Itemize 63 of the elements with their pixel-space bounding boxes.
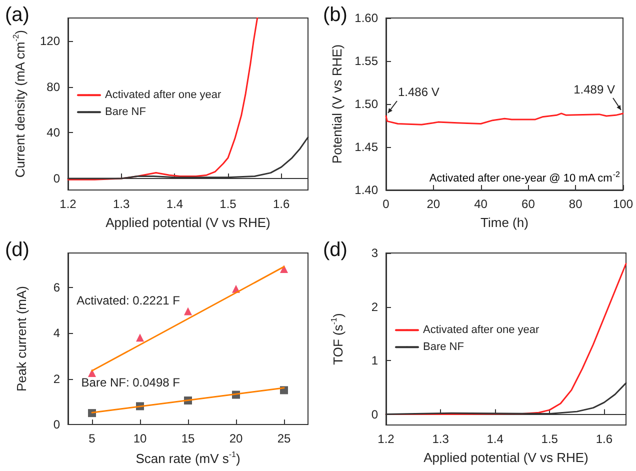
- x-tick-label: 100: [612, 197, 634, 211]
- x-tick-label: 0: [382, 197, 390, 211]
- x-tick-label: 60: [522, 197, 536, 211]
- y-tick-label: 1.40: [354, 183, 378, 197]
- point: [136, 334, 144, 342]
- chart-title: (a): [5, 4, 30, 26]
- x-tick-label: 1.2: [378, 432, 395, 446]
- legend-label: Bare NF: [423, 341, 464, 354]
- point: [280, 265, 288, 274]
- x-axis-title: Applied potential (V vs RHE): [424, 450, 588, 465]
- x-tick-label: 25: [277, 432, 291, 446]
- x-tick-label: 1.5: [541, 432, 558, 446]
- x-tick-label: 5: [88, 432, 96, 446]
- line-series: [385, 112, 624, 126]
- y-tick-label: 0: [371, 407, 378, 422]
- y-tick-label: 4: [53, 326, 60, 340]
- x-tick-label: 1.6: [596, 432, 613, 446]
- y-axis-title: TOF (s-1): [330, 313, 346, 365]
- x-tick-label: 1.4: [166, 197, 184, 211]
- y-tick-label: 1.60: [354, 11, 378, 25]
- y-tick-label: 1.45: [354, 140, 378, 154]
- legend-label: Activated after one year: [423, 324, 540, 336]
- x-axis-title: Time (h): [480, 215, 528, 230]
- annotation: 1.486 V: [398, 85, 440, 100]
- series-label: Activated: 0.2221 F: [76, 294, 180, 308]
- chart-title: (b): [323, 4, 348, 26]
- x-tick-label: 80: [568, 197, 583, 211]
- x-tick-label: 1.3: [112, 197, 130, 211]
- x-tick-label: 1.3: [432, 432, 450, 446]
- y-tick-label: 2: [371, 300, 378, 314]
- y-tick-label: 1.55: [354, 54, 378, 68]
- y-tick-label: 2: [53, 372, 60, 386]
- x-tick-label: 1.4: [486, 432, 504, 446]
- x-tick-label: 20: [426, 197, 440, 211]
- y-tick-label: 0: [53, 418, 60, 432]
- y-tick-label: 6: [53, 280, 60, 294]
- chart-title: (d): [5, 239, 30, 261]
- y-axis-title: Peak current (mA): [14, 286, 29, 392]
- point: [88, 369, 96, 378]
- line-series: [67, 17, 258, 180]
- y-tick-label: 0: [53, 172, 60, 186]
- y-tick-label: 1.50: [354, 97, 378, 111]
- legend-label: Activated after one year: [105, 89, 222, 102]
- y-tick-label: 3: [371, 246, 378, 260]
- x-tick-label: 40: [474, 197, 488, 211]
- y-tick-label: 40: [46, 126, 60, 140]
- y-tick-label: 120: [40, 34, 60, 48]
- point: [184, 307, 192, 316]
- y-tick-label: 1: [371, 354, 378, 368]
- x-tick-label: 1.2: [60, 197, 77, 211]
- x-tick-label: 10: [133, 432, 147, 446]
- y-axis-title: Potential (V vs RHE): [330, 44, 345, 164]
- x-tick-label: 1.6: [272, 197, 290, 211]
- x-tick-label: 1.5: [220, 197, 237, 211]
- legend-label: Bare NF: [105, 106, 146, 118]
- series-label: Bare NF: 0.0498 F: [81, 375, 180, 390]
- chart-title: (d): [323, 239, 348, 261]
- y-axis-title: Current density (mA cm-2): [12, 30, 28, 178]
- x-tick-label: 15: [181, 432, 195, 446]
- x-tick-label: 20: [229, 432, 243, 446]
- annotation: 1.489 V: [574, 82, 615, 96]
- x-axis-title: Applied potential (V vs RHE): [106, 215, 270, 230]
- y-tick-label: 80: [46, 80, 60, 94]
